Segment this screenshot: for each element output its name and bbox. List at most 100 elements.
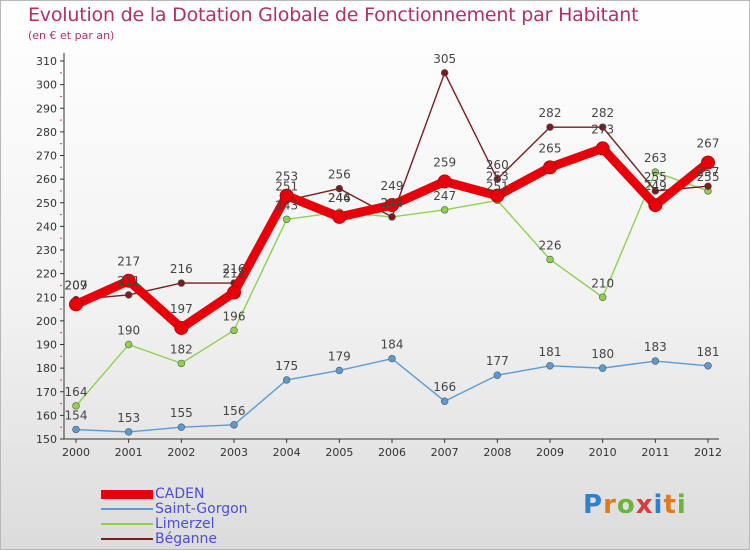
data-label-caden: 273: [591, 122, 614, 136]
data-point-limerzel: [546, 255, 554, 264]
data-label-caden: 267: [697, 137, 720, 151]
y-tick-label: 270: [36, 150, 57, 163]
data-label-limerzel: 182: [170, 342, 193, 356]
data-label-limerzel: 190: [117, 324, 140, 338]
x-tick-label: 2003: [220, 446, 248, 459]
brand-logo-letter: r: [603, 490, 617, 520]
data-point-saint-gorgon: [388, 354, 396, 363]
data-point-beganne: [440, 69, 449, 77]
brand-logo: Proxiti: [583, 490, 687, 520]
data-point-limerzel: [177, 359, 186, 368]
series-line-saint-gorgon: [75, 357, 709, 433]
data-label-saint-gorgon: 153: [117, 411, 140, 425]
data-point-saint-gorgon: [440, 397, 449, 405]
y-tick-label: 170: [36, 386, 57, 399]
data-label-limerzel: 246: [328, 191, 351, 205]
data-label-beganne: 209: [65, 279, 88, 293]
data-point-beganne: [388, 213, 396, 221]
data-label-saint-gorgon: 155: [170, 406, 193, 420]
data-point-limerzel: [440, 206, 449, 214]
data-label-beganne: 282: [591, 106, 614, 120]
y-tick-label: 250: [36, 197, 57, 210]
data-label-limerzel: 263: [644, 151, 667, 165]
legend-label: Limerzel: [155, 516, 215, 532]
y-tick-label: 280: [36, 126, 57, 139]
x-tick-label: 2005: [325, 446, 353, 459]
data-label-beganne: 244: [381, 196, 404, 210]
data-label-beganne: 216: [223, 262, 246, 276]
data-label-caden: 249: [381, 179, 404, 193]
data-point-caden: [332, 209, 347, 224]
data-point-beganne: [651, 187, 660, 195]
brand-logo-letter: i: [676, 490, 687, 520]
data-point-caden: [121, 273, 136, 288]
data-point-saint-gorgon: [493, 371, 502, 379]
data-label-caden: 253: [486, 170, 509, 184]
y-tick-label: 210: [36, 291, 57, 304]
data-point-saint-gorgon: [282, 376, 291, 384]
data-label-saint-gorgon: 154: [65, 409, 88, 423]
y-tick-label: 150: [36, 433, 57, 446]
data-point-beganne: [598, 123, 607, 131]
data-label-limerzel: 251: [486, 179, 509, 193]
data-label-caden: 197: [170, 302, 193, 316]
data-label-limerzel: 244: [381, 196, 404, 210]
data-point-beganne: [335, 184, 344, 193]
data-point-saint-gorgon: [546, 362, 554, 370]
brand-logo-letter: t: [663, 490, 677, 520]
data-point-caden: [174, 320, 189, 335]
legend-swatch: [101, 508, 153, 510]
data-label-caden: 217: [117, 255, 140, 269]
data-label-caden: 207: [65, 278, 88, 292]
x-tick-label: 2000: [62, 446, 90, 459]
brand-logo-letter: x: [635, 490, 654, 520]
data-point-caden: [227, 285, 241, 300]
x-tick-label: 2002: [167, 446, 195, 459]
data-label-caden: 249: [644, 179, 667, 193]
data-point-caden: [701, 155, 715, 170]
y-tick-label: 190: [36, 339, 57, 352]
x-tick-label: 2009: [536, 446, 564, 459]
data-label-beganne: 256: [328, 168, 351, 182]
data-point-caden: [543, 160, 557, 175]
data-label-limerzel: 196: [223, 309, 246, 323]
y-tick-label: 290: [36, 102, 57, 115]
data-label-saint-gorgon: 184: [381, 338, 404, 352]
y-tick-label: 160: [36, 409, 57, 422]
data-point-caden: [69, 297, 83, 312]
x-tick-label: 2008: [483, 446, 511, 459]
x-tick-label: 2010: [589, 446, 617, 459]
data-point-saint-gorgon: [704, 362, 712, 370]
data-label-saint-gorgon: 156: [223, 404, 246, 418]
data-point-beganne: [493, 175, 502, 183]
y-tick-label: 230: [36, 244, 57, 257]
data-label-caden: 259: [433, 155, 456, 169]
legend-label: Béganne: [155, 531, 218, 547]
y-tick-label: 220: [36, 268, 57, 281]
data-point-beganne: [546, 123, 554, 131]
brand-logo-letter: i: [653, 490, 664, 520]
y-tick-label: 240: [36, 220, 57, 233]
brand-logo-letter: P: [583, 490, 604, 520]
data-label-saint-gorgon: 166: [433, 380, 456, 394]
data-label-beganne: 211: [117, 274, 140, 288]
chart-subtitle: (en € et par an): [28, 29, 115, 42]
data-point-caden: [437, 174, 452, 189]
x-tick-label: 2011: [641, 446, 669, 459]
data-label-saint-gorgon: 183: [644, 340, 667, 354]
data-label-beganne: 260: [486, 158, 509, 172]
data-label-limerzel: 210: [591, 276, 614, 290]
data-label-saint-gorgon: 179: [328, 349, 351, 363]
x-tick-label: 2006: [378, 446, 406, 459]
data-point-saint-gorgon: [124, 428, 133, 436]
data-label-saint-gorgon: 180: [591, 347, 614, 361]
legend-swatch: [101, 523, 153, 525]
y-tick-label: 310: [36, 55, 57, 68]
data-point-limerzel: [124, 340, 133, 349]
data-label-caden: 212: [223, 267, 246, 281]
data-point-caden: [648, 198, 663, 213]
data-label-beganne: 305: [433, 52, 456, 66]
data-point-beganne: [177, 279, 186, 287]
data-point-caden: [385, 198, 399, 213]
